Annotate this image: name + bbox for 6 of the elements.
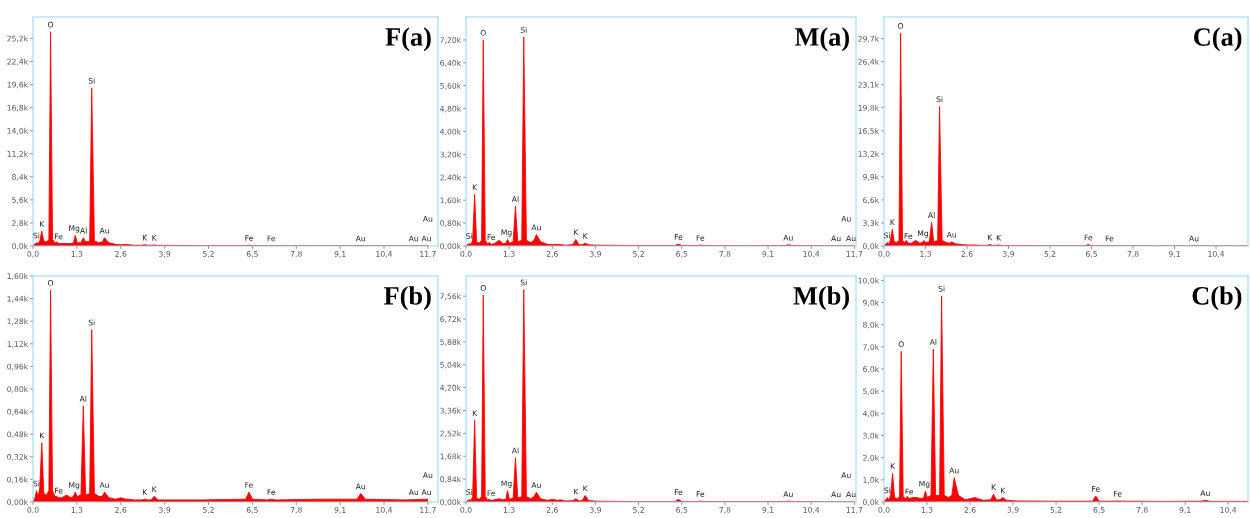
chart-title: C(b) [1192, 286, 1242, 311]
chart-title: M(a) [794, 27, 849, 52]
chart-title: C(a) [1194, 27, 1242, 52]
chart-title: F(a) [385, 27, 431, 52]
chart-title: M(b) [793, 286, 849, 311]
chart-title: F(b) [384, 286, 431, 311]
